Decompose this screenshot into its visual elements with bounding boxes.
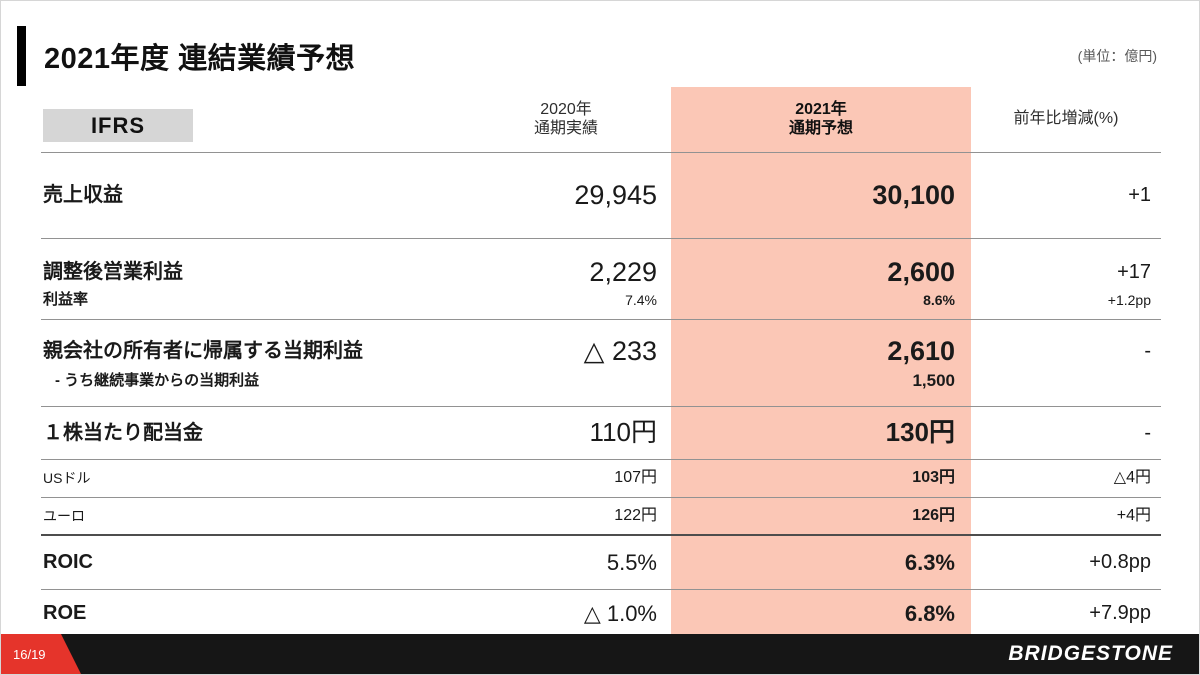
page-number-tab: 16/19 [1, 634, 81, 674]
ifrs-badge: IFRS [43, 109, 193, 143]
value-2020: 107円 [614, 469, 657, 487]
value-2021: 2,600 [671, 238, 971, 289]
row-usd: USドル 107円 103円 △4円 [41, 459, 1161, 498]
column-header-2021-line2: 通期予想 [788, 119, 853, 137]
value-2021: 6.3% [671, 534, 971, 590]
value-yoy: - [1144, 421, 1151, 444]
table-row: 調整後営業利益 2,229 2,600 +17 [41, 238, 1161, 289]
value-2020: 122円 [614, 506, 657, 524]
table-row: ROIC 5.5% 6.3% +0.8pp [41, 534, 1161, 590]
value-yoy: +17 [1117, 261, 1151, 284]
table-subrow: 利益率 7.4% 8.6% +1.2pp [41, 288, 1161, 320]
value-2021: 30,100 [671, 152, 971, 239]
value-yoy: +4円 [1116, 506, 1151, 524]
row-roe: ROE △ 1.0% 6.8% +7.9pp [41, 589, 1161, 639]
value-2021: 2,610 [671, 319, 971, 367]
row-label: ROE [43, 602, 87, 625]
value-yoy: - [1144, 339, 1151, 362]
column-header-yoy: 前年比増減(%) [1013, 110, 1119, 128]
row-roic: ROIC 5.5% 6.3% +0.8pp [41, 534, 1161, 590]
row-label: 利益率 [43, 291, 89, 309]
column-header-2020-line2: 通期実績 [533, 119, 598, 137]
row-label: ユーロ [43, 507, 85, 524]
value-yoy: △4円 [1113, 469, 1151, 487]
row-dividend: １株当たり配当金 110円 130円 - [41, 406, 1161, 460]
row-revenue: 売上収益 29,945 30,100 +1 [41, 152, 1161, 239]
value-yoy: +0.8pp [1089, 551, 1151, 574]
row-net-income: 親会社の所有者に帰属する当期利益 △ 233 2,610 - - うち継続事業か… [41, 319, 1161, 407]
row-label: 親会社の所有者に帰属する当期利益 [43, 339, 363, 362]
value-yoy [971, 367, 1161, 407]
column-header-2020-line1: 2020年 [540, 101, 592, 119]
table-row: 親会社の所有者に帰属する当期利益 △ 233 2,610 - [41, 319, 1161, 367]
value-2020: 7.4% [625, 291, 657, 308]
value-2020 [461, 367, 671, 407]
title-accent-bar [17, 26, 26, 86]
value-2020: 5.5% [606, 549, 657, 575]
value-2020: △ 1.0% [583, 601, 657, 627]
row-label: ROIC [43, 551, 93, 574]
value-2021: 130円 [671, 406, 971, 460]
header-row: IFRS 2020年 通期実績 2021年 通期予想 前年比増減(%) [41, 87, 1161, 153]
table-subrow: - うち継続事業からの当期利益 1,500 [41, 366, 1161, 407]
value-2020: △ 233 [583, 335, 657, 366]
financial-table: IFRS 2020年 通期実績 2021年 通期予想 前年比増減(%) 売上収益… [41, 87, 1161, 640]
row-label: 売上収益 [43, 184, 123, 207]
row-label: USドル [43, 470, 91, 487]
value-2021: 6.8% [671, 589, 971, 639]
header-cell-ifrs: IFRS [41, 87, 461, 153]
unit-note: (単位：億円) [1077, 48, 1157, 64]
table-header: IFRS 2020年 通期実績 2021年 通期予想 前年比増減(%) [41, 87, 1161, 153]
row-label: - うち継続事業からの当期利益 [55, 371, 260, 389]
value-2021: 1,500 [671, 366, 971, 407]
table-row: ユーロ 122円 126円 +4円 [41, 497, 1161, 535]
column-header-2021: 2021年 通期予想 [671, 87, 971, 153]
page-number: 16/19 [13, 646, 46, 662]
row-label: １株当たり配当金 [43, 421, 203, 444]
page-title: 2021年度 連結業績予想 [44, 43, 356, 75]
table-row: ROE △ 1.0% 6.8% +7.9pp [41, 589, 1161, 639]
value-2021: 126円 [671, 497, 971, 535]
value-yoy: +1.2pp [1107, 291, 1151, 308]
value-2020: 110円 [589, 417, 657, 448]
value-2021: 103円 [671, 459, 971, 498]
footer-bar: 16/19 BRIDGESTONE [1, 634, 1199, 674]
bridgestone-logo: BRIDGESTONE [1008, 642, 1173, 665]
table-row: USドル 107円 103円 △4円 [41, 459, 1161, 498]
table-row: １株当たり配当金 110円 130円 - [41, 406, 1161, 460]
value-2020: 2,229 [589, 257, 657, 288]
value-2020: 29,945 [574, 180, 657, 211]
column-header-2021-line1: 2021年 [795, 101, 847, 119]
table-row: 売上収益 29,945 30,100 +1 [41, 152, 1161, 239]
row-euro: ユーロ 122円 126円 +4円 [41, 497, 1161, 535]
row-operating-profit: 調整後営業利益 2,229 2,600 +17 利益率 7.4% 8.6% +1… [41, 238, 1161, 320]
row-label: 調整後営業利益 [43, 261, 183, 284]
value-2021: 8.6% [671, 288, 971, 320]
slide-header: 2021年度 連結業績予想 (単位：億円) [1, 1, 1199, 87]
value-yoy: +1 [1128, 184, 1151, 207]
value-yoy: +7.9pp [1089, 602, 1151, 625]
column-header-2020: 2020年 通期実績 [461, 87, 671, 153]
